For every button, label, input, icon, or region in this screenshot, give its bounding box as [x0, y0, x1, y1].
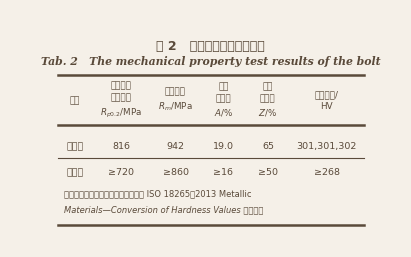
- Text: 19.0: 19.0: [213, 142, 234, 151]
- Text: 301,301,302: 301,301,302: [297, 142, 357, 151]
- Text: ≥50: ≥50: [258, 168, 278, 177]
- Text: 表 2   螺栓力学性能试验结果: 表 2 螺栓力学性能试验结果: [156, 40, 265, 53]
- Text: 标准值: 标准值: [67, 168, 84, 177]
- Text: 注：维氏硬度标准值根据抗拉强度按 ISO 18265；2013 Metallic: 注：维氏硬度标准值根据抗拉强度按 ISO 18265；2013 Metallic: [64, 190, 252, 199]
- Text: 项目: 项目: [70, 96, 81, 105]
- Text: 942: 942: [166, 142, 185, 151]
- Text: 维氏硬度/
HV: 维氏硬度/ HV: [315, 90, 339, 111]
- Text: ≥268: ≥268: [314, 168, 340, 177]
- Text: 规定塑性
延伸强度
$R_{p0.2}$/MPa: 规定塑性 延伸强度 $R_{p0.2}$/MPa: [100, 81, 143, 120]
- Text: Tab. 2   The mechanical property test results of the bolt: Tab. 2 The mechanical property test resu…: [41, 56, 381, 67]
- Text: Materials—Conversion of Hardness Values 换算得到: Materials—Conversion of Hardness Values …: [64, 205, 263, 214]
- Text: 抗拉强度
$R_m$/MPa: 抗拉强度 $R_m$/MPa: [158, 88, 193, 113]
- Text: ≥16: ≥16: [213, 168, 233, 177]
- Text: ≥720: ≥720: [109, 168, 134, 177]
- Text: ≥860: ≥860: [163, 168, 189, 177]
- Text: 65: 65: [262, 142, 274, 151]
- Text: 断后
伸长率
$A$/%: 断后 伸长率 $A$/%: [214, 82, 233, 118]
- Text: 断面
收缩率
$Z$/%: 断面 收缩率 $Z$/%: [259, 82, 277, 118]
- Text: 实测值: 实测值: [67, 142, 84, 151]
- Text: 816: 816: [113, 142, 130, 151]
